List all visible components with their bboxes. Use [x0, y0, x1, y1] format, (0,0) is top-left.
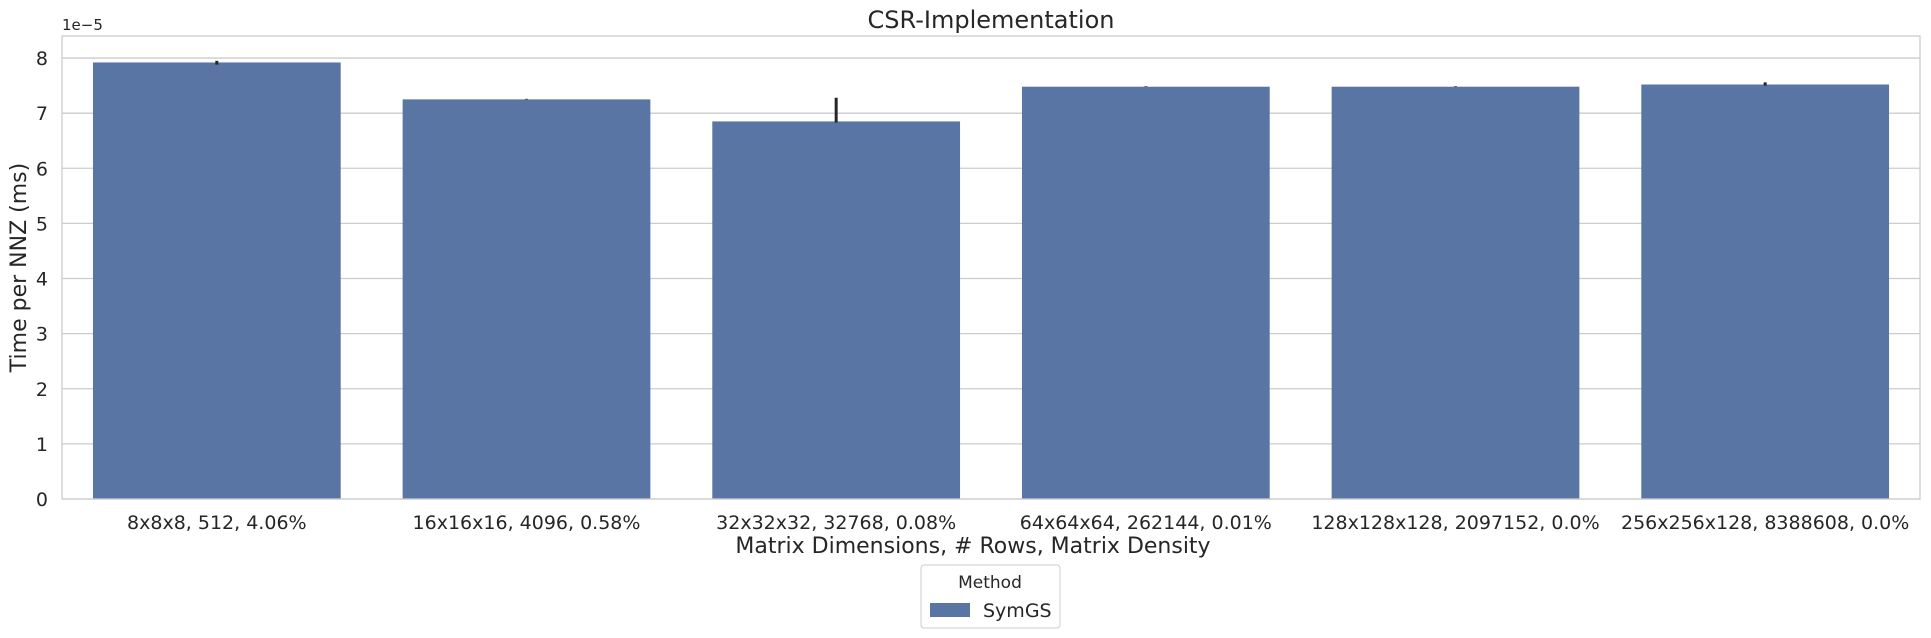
x-tick-label: 64x64x64, 262144, 0.01%: [1020, 512, 1272, 534]
x-tick-labels: 8x8x8, 512, 4.06% 16x16x16, 4096, 0.58% 32…: [127, 512, 1909, 534]
legend-label-symgs: SymGS: [983, 600, 1052, 622]
bars: [92, 62, 1890, 500]
y-tick-label: 8: [36, 48, 48, 70]
bar: [1331, 86, 1580, 499]
y-tick-labels: 0 1 2 3 4 5 6 7 8: [36, 48, 48, 511]
x-axis-label: Matrix Dimensions, # Rows, Matrix Densit…: [735, 534, 1210, 559]
bar: [402, 99, 651, 499]
y-tick-label: 3: [36, 324, 48, 346]
y-axis-offset-text: 1e−5: [62, 16, 103, 34]
y-tick-label: 0: [36, 489, 48, 511]
legend-swatch-symgs: [930, 603, 970, 617]
legend: Method SymGS: [920, 564, 1061, 629]
x-tick-label: 32x32x32, 32768, 0.08%: [716, 512, 956, 534]
plot-frame: [61, 35, 1921, 500]
x-tick-label: 128x128x128, 2097152, 0.0%: [1311, 512, 1599, 534]
y-tick-label: 6: [36, 158, 48, 180]
bar: [1021, 86, 1270, 499]
x-tick-label: 16x16x16, 4096, 0.58%: [413, 512, 641, 534]
legend-title: Method: [958, 573, 1022, 593]
y-tick-label: 5: [36, 213, 48, 235]
chart-title: CSR-Implementation: [868, 6, 1115, 34]
bar: [92, 62, 341, 499]
x-tick-label: 256x256x128, 8388608, 0.0%: [1621, 512, 1909, 534]
y-gridlines: [62, 57, 1920, 500]
y-tick-label: 1: [36, 434, 48, 456]
bar: [712, 121, 961, 500]
y-axis-label: Time per NNZ (ms): [7, 163, 32, 373]
y-tick-label: 7: [36, 103, 48, 125]
y-tick-label: 2: [36, 379, 48, 401]
x-tick-label: 8x8x8, 512, 4.06%: [127, 512, 307, 534]
bar: [1641, 84, 1890, 499]
error-bars: [215, 60, 1767, 123]
y-tick-label: 4: [36, 269, 48, 291]
